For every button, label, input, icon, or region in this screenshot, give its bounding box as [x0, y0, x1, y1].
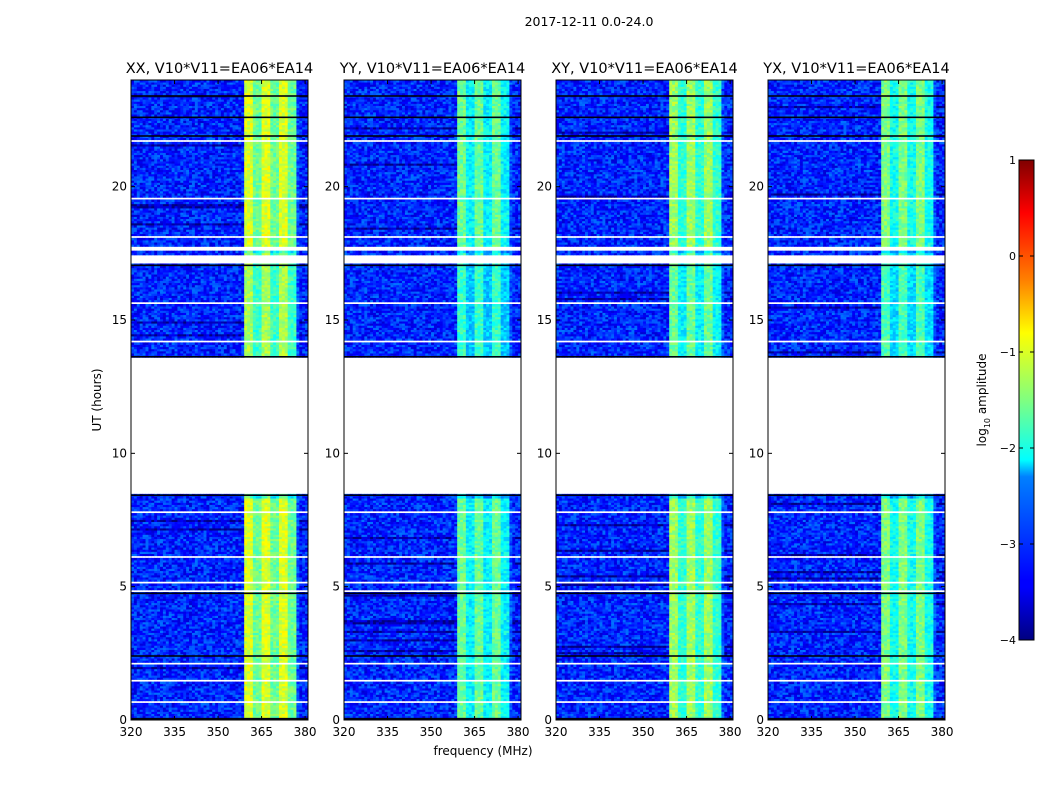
colorbar: 1 0 −1 −2 −3 −4 log10 amplitude: [975, 154, 1035, 647]
panel-title: XY, V10*V11=EA06*EA14: [551, 61, 737, 77]
y-tick-label: 5: [332, 580, 340, 594]
heatmap-cells: [131, 80, 308, 720]
colorbar-label: log10 amplitude: [975, 354, 992, 447]
y-tick-label: 15: [537, 313, 552, 327]
colorbar-tick-label: −3: [1000, 538, 1016, 551]
x-tick-label: 320: [120, 725, 143, 739]
figure-suptitle: 2017-12-11 0.0-24.0: [525, 14, 654, 29]
x-tick-label: 380: [294, 725, 317, 739]
panel-2: YY, V10*V11=EA06*EA14 320 335 350 365 380 0 5 10…: [325, 61, 530, 739]
plot-frame: [130, 79, 309, 721]
x-axis-label: frequency (MHz): [433, 744, 532, 758]
panel-1: XX, V10*V11=EA06*EA14 320 335 350 365 380 0 5 10…: [112, 61, 317, 739]
x-tick-label: 335: [800, 725, 823, 739]
y-tick-label: 10: [749, 446, 764, 460]
y-axis-label: UT (hours): [90, 368, 104, 431]
plot-frame: [555, 79, 734, 721]
colorbar-tick-label: −2: [1000, 442, 1016, 455]
x-tick-label: 380: [507, 725, 530, 739]
y-tick-label: 0: [332, 713, 340, 727]
panel-3: XY, V10*V11=EA06*EA14 320 335 350 365 380 0 5 10…: [537, 61, 742, 739]
colorbar-tick-label: −1: [1000, 346, 1016, 359]
y-tick-label: 20: [537, 180, 552, 194]
x-tick-label: 335: [588, 725, 611, 739]
heatmap-cells: [768, 80, 945, 720]
x-tick-label: 335: [376, 725, 399, 739]
x-tick-label: 350: [632, 725, 655, 739]
heatmap-cells: [556, 80, 733, 720]
colorbar-tick-label: −4: [1000, 634, 1016, 647]
y-tick-label: 15: [749, 313, 764, 327]
x-tick-label: 335: [163, 725, 186, 739]
y-tick-label: 5: [544, 580, 552, 594]
x-tick-label: 350: [207, 725, 230, 739]
panel-title: XX, V10*V11=EA06*EA14: [126, 61, 314, 77]
panel-title: YY, V10*V11=EA06*EA14: [339, 61, 525, 77]
x-tick-label: 350: [844, 725, 867, 739]
y-tick-label: 20: [749, 180, 764, 194]
x-tick-label: 380: [931, 725, 954, 739]
x-tick-label: 365: [887, 725, 910, 739]
y-tick-label: 20: [112, 180, 127, 194]
y-tick-label: 0: [756, 713, 764, 727]
colorbar-tick-label: 1: [1009, 154, 1016, 167]
heatmap-cells: [344, 80, 521, 720]
y-tick-label: 20: [325, 180, 340, 194]
x-tick-label: 365: [250, 725, 273, 739]
y-tick-label: 10: [112, 446, 127, 460]
x-tick-label: 320: [757, 725, 780, 739]
y-tick-label: 15: [325, 313, 340, 327]
y-tick-label: 0: [544, 713, 552, 727]
y-tick-label: 0: [119, 713, 127, 727]
y-tick-label: 5: [756, 580, 764, 594]
x-tick-label: 320: [333, 725, 356, 739]
plot-frame: [767, 79, 946, 721]
y-tick-label: 5: [119, 580, 127, 594]
x-tick-label: 350: [420, 725, 443, 739]
y-tick-label: 10: [537, 446, 552, 460]
colorbar-gradient: [1018, 159, 1035, 641]
y-tick-label: 15: [112, 313, 127, 327]
panel-4: YX, V10*V11=EA06*EA14 320 335 350 365 380 0 5 10…: [749, 61, 954, 739]
x-tick-label: 365: [463, 725, 486, 739]
colorbar-tick-label: 0: [1009, 250, 1016, 263]
y-tick-label: 10: [325, 446, 340, 460]
x-tick-label: 380: [719, 725, 742, 739]
x-tick-label: 365: [675, 725, 698, 739]
plot-frame: [343, 79, 522, 721]
panel-title: YX, V10*V11=EA06*EA14: [762, 61, 949, 77]
x-tick-label: 320: [545, 725, 568, 739]
